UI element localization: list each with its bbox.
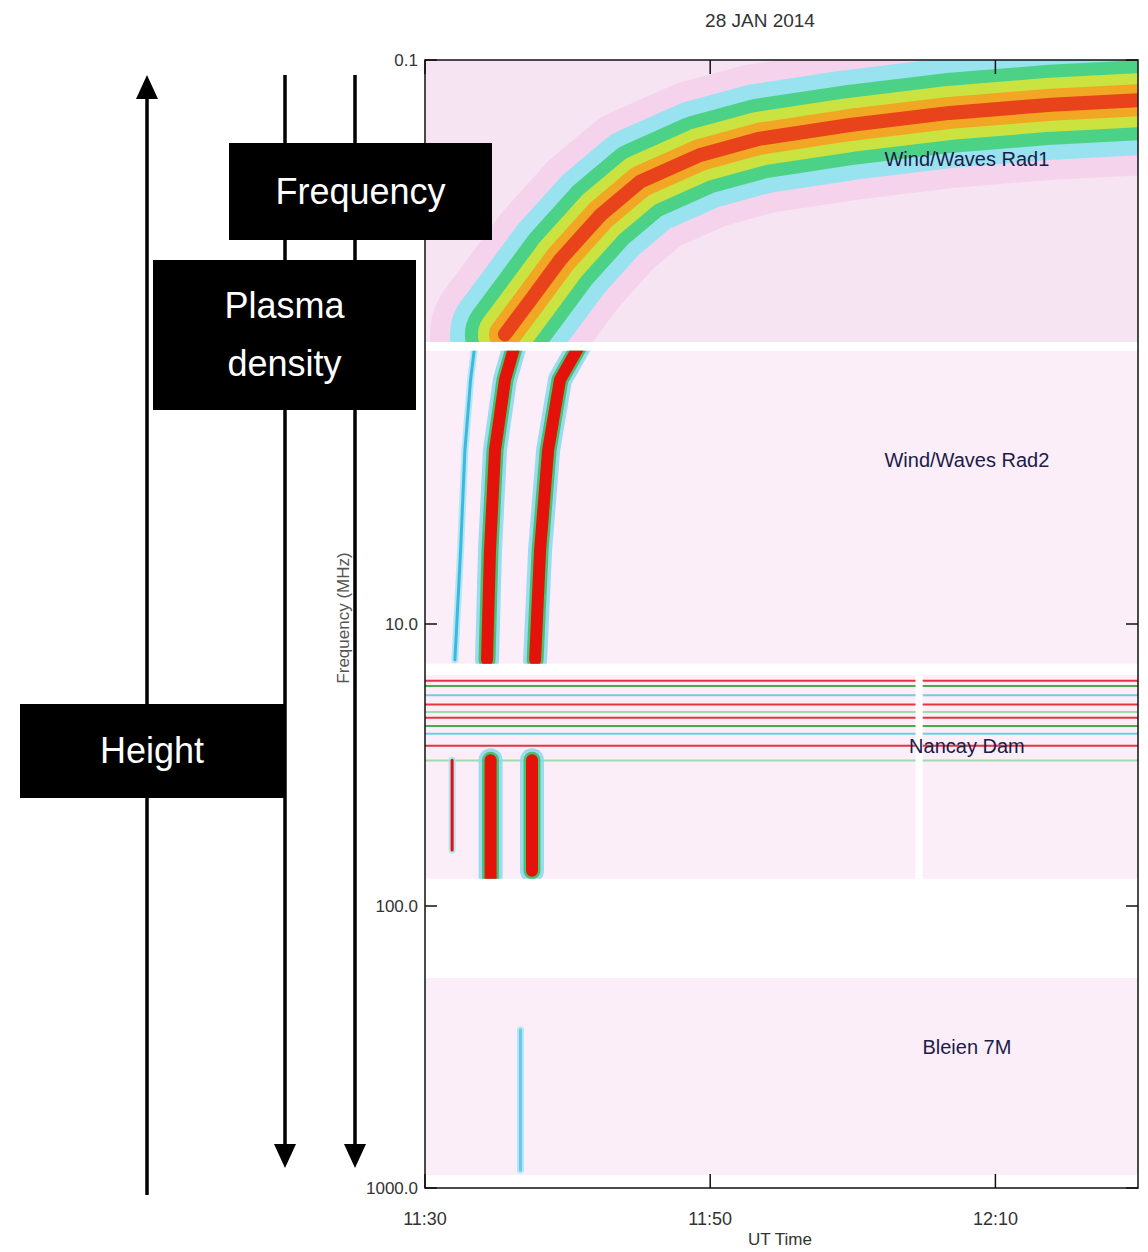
rfi-line bbox=[425, 733, 1138, 735]
series-clip bbox=[535, 344, 580, 659]
y-tick bbox=[425, 905, 437, 907]
series bbox=[520, 1030, 521, 1170]
burst-line bbox=[451, 760, 454, 850]
y-tick bbox=[425, 623, 437, 625]
y-tick-label: 100.0 bbox=[375, 897, 418, 916]
series-clip bbox=[487, 344, 515, 659]
x-tick-label: 12:10 bbox=[973, 1209, 1018, 1229]
band-background bbox=[425, 978, 1138, 1175]
band-label: Wind/Waves Rad2 bbox=[884, 449, 1049, 471]
arrow-shaft bbox=[145, 95, 149, 1195]
y-tick bbox=[425, 59, 437, 61]
rfi-line bbox=[425, 694, 1138, 696]
burst-halo bbox=[535, 351, 580, 660]
burst-halo bbox=[505, 100, 1138, 334]
x-tick bbox=[424, 60, 426, 74]
bands bbox=[425, 60, 1138, 1175]
burst-halo bbox=[455, 351, 475, 660]
y-tick bbox=[1126, 1187, 1138, 1189]
data-gap bbox=[916, 675, 923, 878]
burst-line bbox=[526, 760, 538, 871]
burst-halo bbox=[487, 351, 515, 660]
burst-halo bbox=[535, 351, 580, 660]
x-tick-label: 11:30 bbox=[403, 1209, 447, 1229]
burst-line bbox=[505, 100, 1138, 334]
y-tick bbox=[425, 1187, 437, 1189]
rfi-line bbox=[425, 704, 1138, 706]
rfi-line bbox=[425, 711, 1138, 713]
burst-halo bbox=[479, 760, 503, 878]
rfi-line bbox=[425, 745, 1138, 747]
band-background bbox=[425, 60, 1138, 342]
y-tick bbox=[1126, 59, 1138, 61]
band-label: Wind/Waves Rad1 bbox=[884, 148, 1049, 170]
arrow-head bbox=[274, 1144, 296, 1168]
burst-halo bbox=[517, 1030, 524, 1170]
series-clip bbox=[520, 1030, 521, 1170]
burst-halo bbox=[449, 760, 456, 850]
y-tick-label: 0.1 bbox=[394, 51, 418, 70]
burst-line bbox=[455, 351, 475, 660]
series bbox=[535, 351, 580, 660]
series bbox=[455, 351, 475, 660]
series-clip bbox=[452, 760, 453, 850]
series-clip bbox=[532, 760, 533, 871]
annotation-text: Height bbox=[100, 730, 204, 771]
annotation-line: Plasma bbox=[224, 285, 345, 326]
x-tick bbox=[709, 60, 711, 74]
series-clip bbox=[505, 100, 1138, 334]
burst-line bbox=[535, 351, 580, 660]
band-background bbox=[425, 675, 1138, 878]
burst-halo bbox=[520, 760, 544, 871]
x-tick bbox=[709, 1174, 711, 1188]
x-tick bbox=[424, 1174, 426, 1188]
series-clip bbox=[455, 344, 475, 659]
rfi-line bbox=[425, 680, 1138, 682]
series bbox=[532, 760, 533, 871]
annotation-text: Frequency bbox=[275, 171, 445, 212]
burst-line bbox=[487, 351, 515, 660]
y-axis-title: Frequency (MHz) bbox=[334, 552, 353, 683]
series bbox=[452, 760, 453, 850]
x-axis-title: UT Time bbox=[748, 1230, 812, 1249]
annotation-box bbox=[229, 143, 492, 240]
annotation-text: Plasma density bbox=[224, 285, 345, 384]
band-label: Bleien 7M bbox=[922, 1036, 1011, 1058]
burst-halo bbox=[524, 760, 541, 871]
x-tick bbox=[995, 1174, 997, 1188]
x-tick bbox=[995, 60, 997, 74]
annotation-line: Frequency bbox=[275, 171, 445, 212]
burst-halo bbox=[505, 100, 1138, 334]
burst-halo bbox=[505, 100, 1138, 334]
x-tick-label: 11:50 bbox=[688, 1209, 732, 1229]
arrow-head bbox=[136, 75, 158, 99]
y-tick-label: 1000.0 bbox=[366, 1179, 418, 1198]
series bbox=[487, 351, 515, 660]
burst-line bbox=[485, 760, 497, 878]
rfi-line bbox=[425, 717, 1138, 719]
annotation-line: Height bbox=[100, 730, 204, 771]
series bbox=[490, 760, 491, 878]
annotation-box bbox=[153, 260, 416, 410]
burst-halo bbox=[505, 100, 1138, 334]
burst-halo bbox=[482, 760, 499, 878]
series bbox=[505, 100, 1138, 334]
arrow-head bbox=[344, 1144, 366, 1168]
title: 28 JAN 2014 bbox=[705, 10, 815, 31]
y-tick bbox=[1126, 623, 1138, 625]
y-tick bbox=[1126, 905, 1138, 907]
annotation-line: density bbox=[227, 343, 341, 384]
burst-line bbox=[519, 1030, 522, 1170]
rfi-line bbox=[425, 725, 1138, 727]
chart: Wind/Waves Rad1 Wind/Waves Rad2 Nancay Dam… bbox=[0, 0, 1148, 1252]
series-clip bbox=[490, 760, 491, 879]
burst-halo bbox=[505, 100, 1138, 334]
rfi-line bbox=[425, 685, 1138, 687]
band-label: Nancay Dam bbox=[909, 735, 1025, 757]
y-tick-label: 10.0 bbox=[385, 615, 418, 634]
annotation-box bbox=[20, 704, 284, 798]
burst-halo bbox=[487, 351, 515, 660]
plot-frame bbox=[425, 60, 1138, 1188]
